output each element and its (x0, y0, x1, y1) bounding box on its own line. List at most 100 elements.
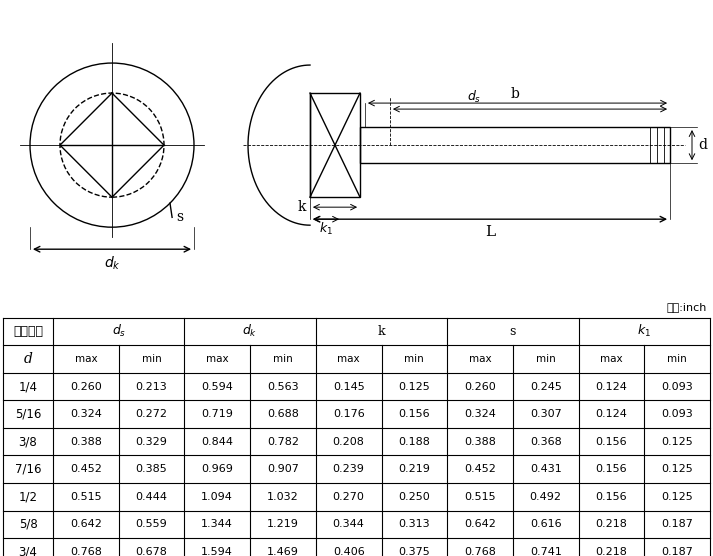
Text: $d_k$: $d_k$ (242, 323, 257, 339)
Text: 1/4: 1/4 (19, 380, 38, 393)
Text: 0.125: 0.125 (661, 464, 693, 474)
Text: 3/8: 3/8 (19, 435, 37, 448)
Text: $d_s$: $d_s$ (111, 323, 126, 339)
Text: 0.187: 0.187 (661, 519, 693, 529)
Text: 0.324: 0.324 (464, 409, 496, 419)
Text: 0.388: 0.388 (464, 436, 496, 446)
Text: k: k (378, 325, 385, 338)
Text: 0.176: 0.176 (333, 409, 364, 419)
Text: 0.156: 0.156 (595, 464, 627, 474)
Text: 0.156: 0.156 (595, 492, 627, 502)
Text: d: d (698, 138, 707, 152)
Text: 0.444: 0.444 (135, 492, 168, 502)
Text: 0.125: 0.125 (399, 381, 430, 391)
Text: 0.406: 0.406 (333, 547, 364, 556)
Text: 0.375: 0.375 (399, 547, 430, 556)
Text: 1.094: 1.094 (201, 492, 233, 502)
Text: 0.125: 0.125 (661, 492, 693, 502)
Text: 0.218: 0.218 (595, 519, 627, 529)
Text: 0.093: 0.093 (661, 381, 693, 391)
Text: 0.678: 0.678 (135, 547, 168, 556)
Text: k: k (297, 200, 306, 214)
Text: 1/2: 1/2 (19, 490, 38, 503)
Text: 0.969: 0.969 (201, 464, 233, 474)
Text: 单位:inch: 单位:inch (667, 302, 707, 312)
Text: 0.219: 0.219 (399, 464, 430, 474)
Text: 0.719: 0.719 (201, 409, 233, 419)
Text: $k_1$: $k_1$ (637, 323, 651, 339)
Text: 5/8: 5/8 (19, 518, 37, 531)
Text: 0.329: 0.329 (135, 436, 168, 446)
Text: 0.344: 0.344 (333, 519, 364, 529)
Text: 7/16: 7/16 (15, 463, 41, 476)
Text: 0.124: 0.124 (595, 381, 627, 391)
Text: 0.559: 0.559 (135, 519, 168, 529)
Text: 0.218: 0.218 (595, 547, 627, 556)
Text: $d_k$: $d_k$ (103, 254, 120, 271)
Text: 0.452: 0.452 (464, 464, 496, 474)
Text: 0.125: 0.125 (661, 436, 693, 446)
Text: 0.260: 0.260 (464, 381, 496, 391)
Text: 0.272: 0.272 (135, 409, 168, 419)
Text: 1.219: 1.219 (267, 519, 299, 529)
Text: 0.307: 0.307 (530, 409, 562, 419)
Text: max: max (206, 354, 229, 364)
Text: max: max (468, 354, 491, 364)
Text: 0.768: 0.768 (70, 547, 102, 556)
Text: d: d (24, 352, 32, 366)
Text: 1.594: 1.594 (201, 547, 233, 556)
Text: 0.324: 0.324 (70, 409, 102, 419)
Text: 0.156: 0.156 (595, 436, 627, 446)
Text: 0.270: 0.270 (333, 492, 364, 502)
Text: 0.239: 0.239 (333, 464, 364, 474)
Text: 0.616: 0.616 (530, 519, 562, 529)
Text: 0.208: 0.208 (333, 436, 364, 446)
Bar (360, 127, 670, 163)
Text: 0.431: 0.431 (530, 464, 562, 474)
Text: max: max (75, 354, 97, 364)
Text: min: min (273, 354, 293, 364)
Text: max: max (600, 354, 622, 364)
Text: 公称直径: 公称直径 (13, 325, 43, 338)
Text: 0.515: 0.515 (70, 492, 102, 502)
Text: 3/4: 3/4 (19, 545, 38, 556)
Text: 0.187: 0.187 (661, 547, 693, 556)
Text: 0.156: 0.156 (399, 409, 430, 419)
Text: min: min (142, 354, 161, 364)
Text: 0.245: 0.245 (530, 381, 562, 391)
Bar (310, 93, 360, 197)
Text: 0.594: 0.594 (201, 381, 233, 391)
Text: 0.782: 0.782 (267, 436, 299, 446)
Text: s: s (510, 325, 516, 338)
Text: 0.388: 0.388 (70, 436, 102, 446)
Text: 0.313: 0.313 (399, 519, 430, 529)
Text: 0.145: 0.145 (333, 381, 364, 391)
Text: 0.768: 0.768 (464, 547, 496, 556)
Text: 0.642: 0.642 (464, 519, 496, 529)
Text: $k_1$: $k_1$ (319, 221, 333, 237)
Text: 0.741: 0.741 (530, 547, 562, 556)
Text: 0.213: 0.213 (135, 381, 168, 391)
Text: 0.124: 0.124 (595, 409, 627, 419)
Text: b: b (511, 87, 520, 101)
Text: 0.093: 0.093 (661, 409, 693, 419)
Text: 5/16: 5/16 (15, 408, 41, 420)
Text: 0.188: 0.188 (399, 436, 430, 446)
Text: min: min (667, 354, 687, 364)
Text: 0.688: 0.688 (267, 409, 299, 419)
Text: 0.260: 0.260 (70, 381, 102, 391)
Text: 0.368: 0.368 (530, 436, 562, 446)
Text: 0.907: 0.907 (267, 464, 299, 474)
Text: max: max (337, 354, 360, 364)
Text: 0.515: 0.515 (464, 492, 496, 502)
Text: 0.250: 0.250 (399, 492, 430, 502)
Text: 0.385: 0.385 (135, 464, 168, 474)
Text: min: min (536, 354, 555, 364)
Text: 1.344: 1.344 (201, 519, 233, 529)
Text: 0.642: 0.642 (70, 519, 102, 529)
Text: 0.844: 0.844 (201, 436, 233, 446)
Text: $d_s$: $d_s$ (467, 89, 481, 105)
Text: 0.563: 0.563 (267, 381, 299, 391)
Text: 0.452: 0.452 (70, 464, 102, 474)
Text: L: L (485, 225, 495, 239)
